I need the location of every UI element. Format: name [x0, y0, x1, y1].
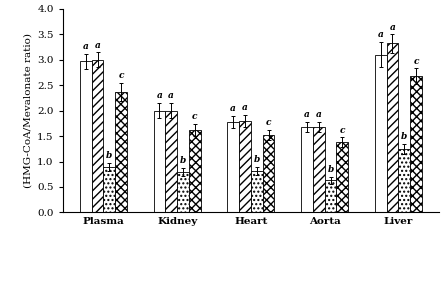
Text: a: a — [389, 23, 396, 32]
Text: a: a — [230, 104, 236, 113]
Bar — [115, 92, 127, 212]
Text: c: c — [414, 57, 419, 66]
Text: a: a — [95, 40, 100, 50]
Bar — [103, 167, 115, 212]
Bar — [189, 130, 201, 212]
Bar — [375, 55, 387, 212]
Text: c: c — [192, 112, 198, 121]
Text: b: b — [401, 132, 407, 141]
Text: a: a — [304, 110, 310, 119]
Bar — [398, 149, 410, 212]
Bar — [251, 171, 263, 212]
Text: a: a — [316, 110, 322, 119]
Bar — [154, 111, 165, 212]
Bar — [313, 127, 325, 212]
Text: a: a — [378, 30, 383, 40]
Text: b: b — [106, 151, 112, 160]
Bar — [92, 60, 103, 212]
Bar — [177, 172, 189, 212]
Bar — [165, 111, 177, 212]
Text: b: b — [180, 156, 186, 165]
Bar — [80, 61, 92, 212]
Text: a: a — [83, 42, 89, 51]
Text: c: c — [266, 118, 271, 127]
Text: c: c — [340, 126, 345, 135]
Bar — [239, 121, 251, 212]
Text: b: b — [327, 165, 334, 174]
Y-axis label: (HMG-CoA/Mevalonate ratio): (HMG-CoA/Mevalonate ratio) — [24, 33, 33, 188]
Text: a: a — [168, 91, 174, 101]
Bar — [263, 135, 275, 212]
Bar — [387, 43, 398, 212]
Bar — [325, 180, 336, 212]
Text: c: c — [118, 71, 124, 80]
Bar — [336, 142, 348, 212]
Text: a: a — [156, 91, 162, 101]
Bar — [410, 76, 422, 212]
Bar — [301, 127, 313, 212]
Bar — [227, 122, 239, 212]
Text: a: a — [242, 103, 248, 112]
Text: b: b — [254, 155, 260, 164]
